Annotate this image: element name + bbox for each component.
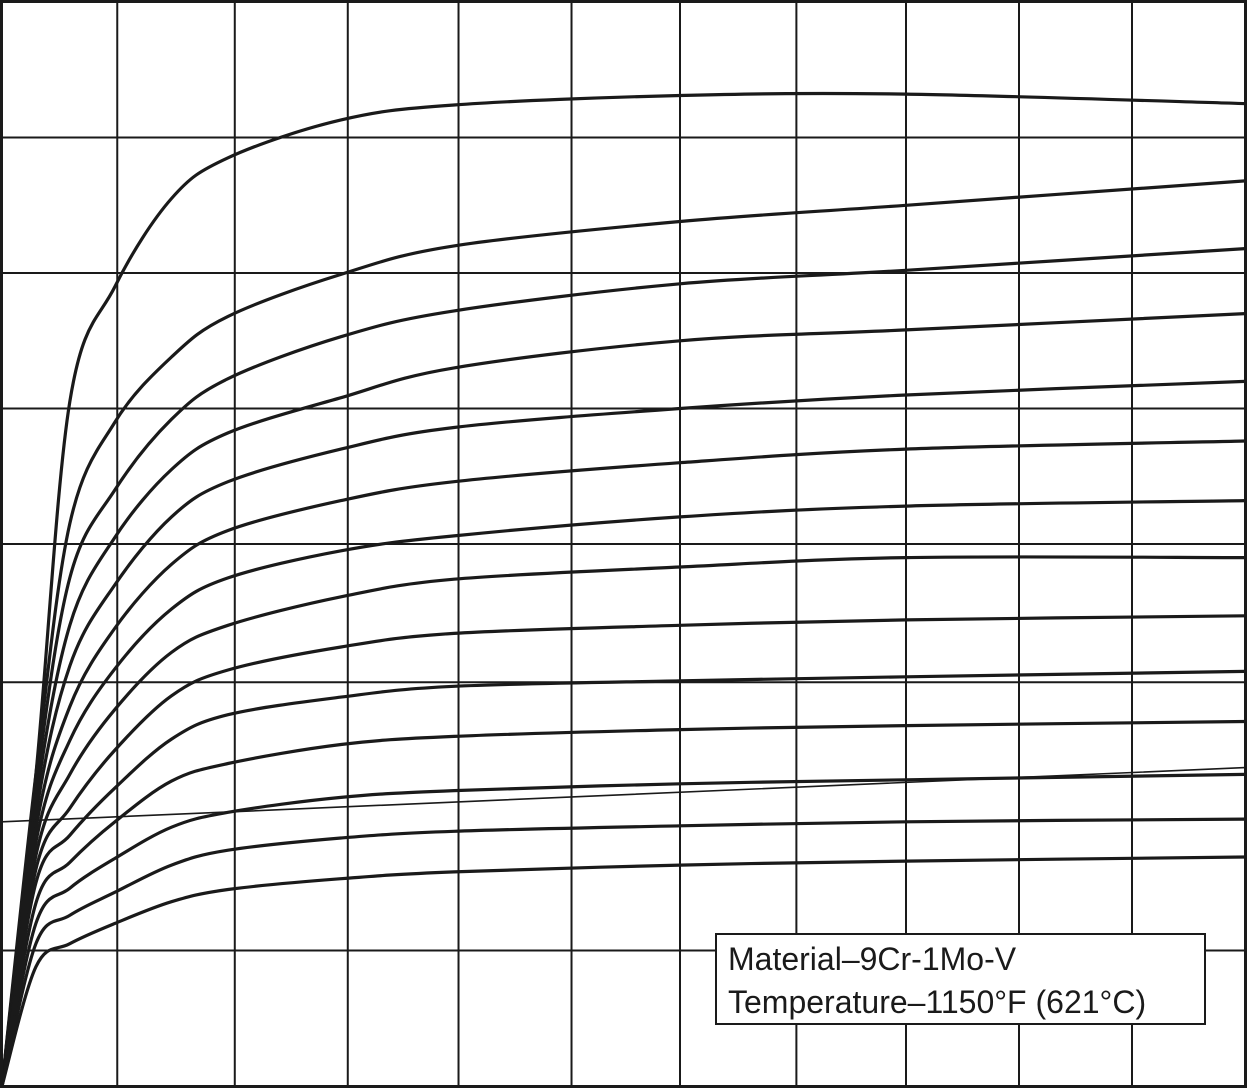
series-line-15 (1, 766, 1246, 823)
curve-layer (0, 91, 1247, 1088)
series-line-11 (0, 719, 1247, 1088)
series-line-3 (0, 247, 1247, 1088)
series-line-9 (0, 614, 1247, 1088)
series-line-12 (0, 772, 1247, 1088)
series-line-1 (0, 91, 1247, 1088)
series-line-4 (0, 312, 1247, 1088)
series-line-14 (0, 855, 1247, 1088)
series-line-13 (0, 817, 1247, 1088)
legend: Material–9Cr-1Mo-V Temperature–1150°F (6… (715, 933, 1206, 1025)
series-line-8 (0, 555, 1247, 1088)
legend-material-label: Material–9Cr-1Mo-V (728, 941, 1017, 977)
series-line-5 (0, 379, 1247, 1088)
series-line-2 (0, 179, 1247, 1088)
series-line-6 (0, 439, 1247, 1088)
series-line-10 (0, 669, 1247, 1088)
legend-box (715, 933, 1206, 1025)
series-line-7 (0, 499, 1247, 1088)
legend-temperature-label: Temperature–1150°F (621°C) (728, 984, 1146, 1020)
